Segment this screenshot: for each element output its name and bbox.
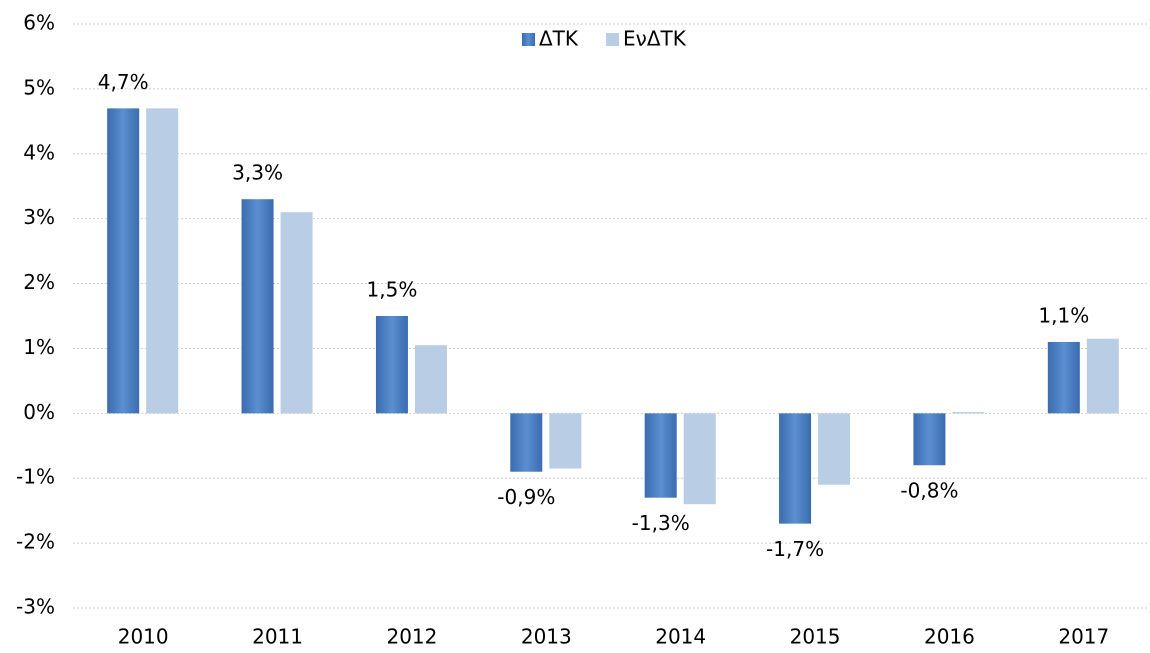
bar: [644, 413, 677, 498]
data-label: -1,7%: [766, 537, 824, 561]
y-tick-label: 6%: [23, 11, 55, 35]
data-label: -0,8%: [900, 479, 958, 503]
x-tick-label: 2014: [655, 625, 706, 649]
bar: [1086, 338, 1119, 414]
bar: [549, 413, 582, 469]
bar: [280, 212, 313, 414]
legend-label: ΔΤΚ: [539, 27, 579, 51]
y-tick-label: 3%: [23, 205, 55, 229]
bar: [779, 413, 812, 524]
bar: [683, 413, 716, 505]
bar: [107, 108, 140, 414]
data-label: -1,3%: [632, 511, 690, 535]
x-tick-label: 2010: [118, 625, 169, 649]
y-tick-label: 1%: [23, 335, 55, 359]
y-tick-label: -2%: [16, 530, 55, 554]
y-tick-label: 4%: [23, 140, 55, 164]
data-label: 1,1%: [1038, 303, 1089, 327]
x-tick-label: 2013: [521, 625, 572, 649]
bar: [913, 413, 946, 466]
bar: [146, 108, 179, 414]
y-tick-label: 5%: [23, 75, 55, 99]
legend-label: ΕνΔΤΚ: [623, 27, 687, 51]
x-tick-label: 2017: [1058, 625, 1109, 649]
data-label: 1,5%: [367, 278, 418, 302]
y-tick-label: 2%: [23, 270, 55, 294]
bar: [952, 412, 985, 414]
bar: [241, 199, 274, 414]
x-tick-label: 2011: [252, 625, 303, 649]
x-tick-label: 2015: [790, 625, 841, 649]
y-tick-label: -1%: [16, 465, 55, 489]
data-label: -0,9%: [497, 485, 555, 509]
y-tick-label: -3%: [16, 595, 55, 619]
y-tick-label: 0%: [23, 400, 55, 424]
bar: [818, 413, 851, 485]
x-tick-label: 2012: [386, 625, 437, 649]
legend-swatch: [522, 33, 535, 46]
data-label: 3,3%: [232, 161, 283, 185]
legend-swatch: [606, 33, 620, 46]
x-tick-label: 2016: [924, 625, 975, 649]
bar: [510, 413, 543, 472]
data-label: 4,7%: [98, 70, 149, 94]
bar: [375, 316, 408, 414]
bar: [1047, 341, 1080, 414]
bar: [414, 345, 447, 414]
